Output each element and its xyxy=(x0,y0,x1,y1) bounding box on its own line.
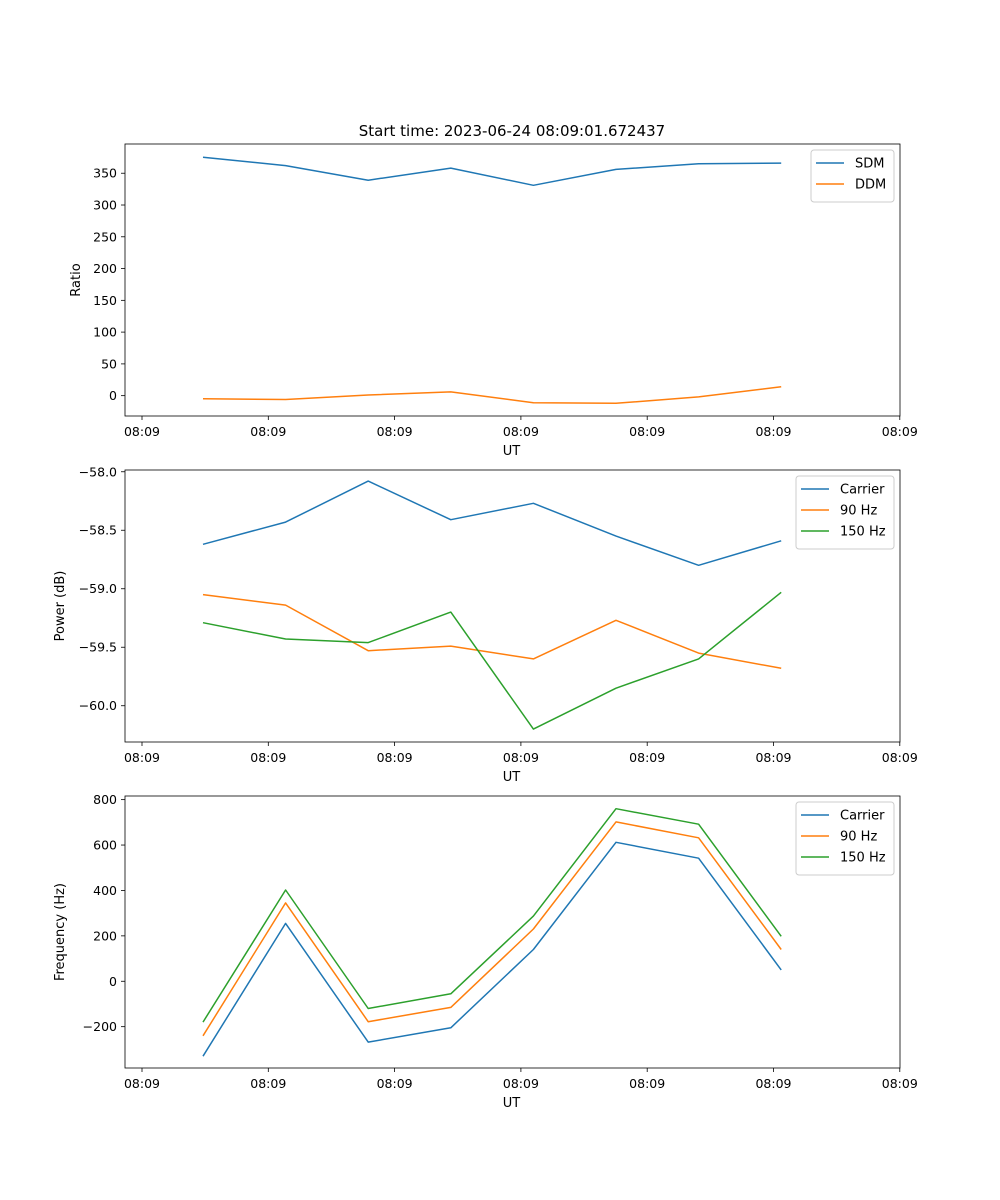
series-line-carrier xyxy=(202,480,782,567)
x-tick-label: 08:09 xyxy=(882,1076,918,1091)
legend: SDM DDM xyxy=(810,149,895,203)
y-tick-label: −59.5 xyxy=(79,640,117,655)
x-tick-label: 08:09 xyxy=(882,750,918,765)
y-tick-label: 0 xyxy=(109,388,117,403)
x-tick-label: 08:09 xyxy=(629,1076,665,1091)
legend-entry-label: DDM xyxy=(855,178,886,193)
series-line-150-hz xyxy=(202,807,782,1023)
y-tick-label: −200 xyxy=(83,1019,117,1034)
y-axis-label: Power (dB) xyxy=(53,571,68,642)
y-tick-label: −58.0 xyxy=(79,464,117,479)
x-axis-label: UT xyxy=(503,1096,521,1111)
legend-entry-label: 150 Hz xyxy=(840,525,886,540)
x-axis-label: UT xyxy=(503,444,521,459)
y-tick-label: 50 xyxy=(101,356,117,371)
series-line-sdm xyxy=(202,156,782,187)
x-tick-label: 08:09 xyxy=(755,1076,791,1091)
subplot-2: −60.0 −59.5 −59.0 −58.5 −58.0 08:09 08:09 08:09… xyxy=(53,464,918,785)
y-tick-label: 150 xyxy=(93,293,117,308)
axes-frame xyxy=(124,469,901,743)
legend-entry-label: 90 Hz xyxy=(840,830,877,845)
x-tick-label: 08:09 xyxy=(124,1076,160,1091)
legend-entry-label: Carrier xyxy=(840,809,885,824)
y-tick-label: 250 xyxy=(93,229,117,244)
legend-entry-label: Carrier xyxy=(840,483,885,498)
series-line-ddm xyxy=(202,386,782,405)
series-line-carrier xyxy=(202,841,782,1057)
x-tick-label: 08:09 xyxy=(755,750,791,765)
subplot-3: −200 0 200 400 600 800 08:09 08:09 08:09 08:09 08:… xyxy=(53,792,918,1111)
legend-entry-label: 150 Hz xyxy=(840,851,886,866)
x-tick-label: 08:09 xyxy=(882,424,918,439)
x-tick-label: 08:09 xyxy=(377,424,413,439)
x-tick-label: 08:09 xyxy=(124,750,160,765)
y-tick-label: 350 xyxy=(93,166,117,181)
x-tick-label: 08:09 xyxy=(124,424,160,439)
axes-frame xyxy=(124,143,901,417)
x-tick-label: 08:09 xyxy=(629,750,665,765)
y-tick-label: −58.5 xyxy=(79,523,117,538)
y-tick-label: −60.0 xyxy=(79,698,117,713)
y-axis-label: Frequency (Hz) xyxy=(53,883,68,981)
x-tick-label: 08:09 xyxy=(503,750,539,765)
y-tick-label: 600 xyxy=(93,838,117,853)
y-tick-label: 200 xyxy=(93,928,117,943)
legend-entry-label: SDM xyxy=(855,157,884,172)
figure-title: Start time: 2023-06-24 08:09:01.672437 xyxy=(359,122,665,140)
legend: Carrier 90 Hz 150 Hz xyxy=(795,801,895,876)
x-tick-label: 08:09 xyxy=(377,750,413,765)
x-tick-label: 08:09 xyxy=(377,1076,413,1091)
y-tick-label: 200 xyxy=(93,261,117,276)
axes-frame xyxy=(124,795,901,1069)
x-tick-label: 08:09 xyxy=(629,424,665,439)
x-axis-label: UT xyxy=(503,770,521,785)
series-line-90-hz xyxy=(202,821,782,1037)
subplot-1: 0 50 100 150 200 250 300 350 08:09 08:09 08:09 08:0… xyxy=(69,143,918,459)
x-tick-label: 08:09 xyxy=(250,424,286,439)
legend-entry-label: 90 Hz xyxy=(840,504,877,519)
x-tick-label: 08:09 xyxy=(250,1076,286,1091)
y-tick-label: −59.0 xyxy=(79,581,117,596)
y-tick-label: 300 xyxy=(93,198,117,213)
legend: Carrier 90 Hz 150 Hz xyxy=(795,475,895,550)
y-tick-label: 800 xyxy=(93,792,117,807)
y-tick-label: 400 xyxy=(93,883,117,898)
x-tick-label: 08:09 xyxy=(503,1076,539,1091)
y-tick-label: 0 xyxy=(109,974,117,989)
x-tick-label: 08:09 xyxy=(755,424,791,439)
series-line-150-hz xyxy=(202,591,782,730)
y-axis-label: Ratio xyxy=(69,263,84,296)
y-tick-label: 100 xyxy=(93,325,117,340)
x-tick-label: 08:09 xyxy=(503,424,539,439)
series-line-90-hz xyxy=(202,593,782,670)
x-tick-label: 08:09 xyxy=(250,750,286,765)
subplots: 0 50 100 150 200 250 300 350 08:09 08:09 08:09 08:0… xyxy=(53,143,918,1111)
